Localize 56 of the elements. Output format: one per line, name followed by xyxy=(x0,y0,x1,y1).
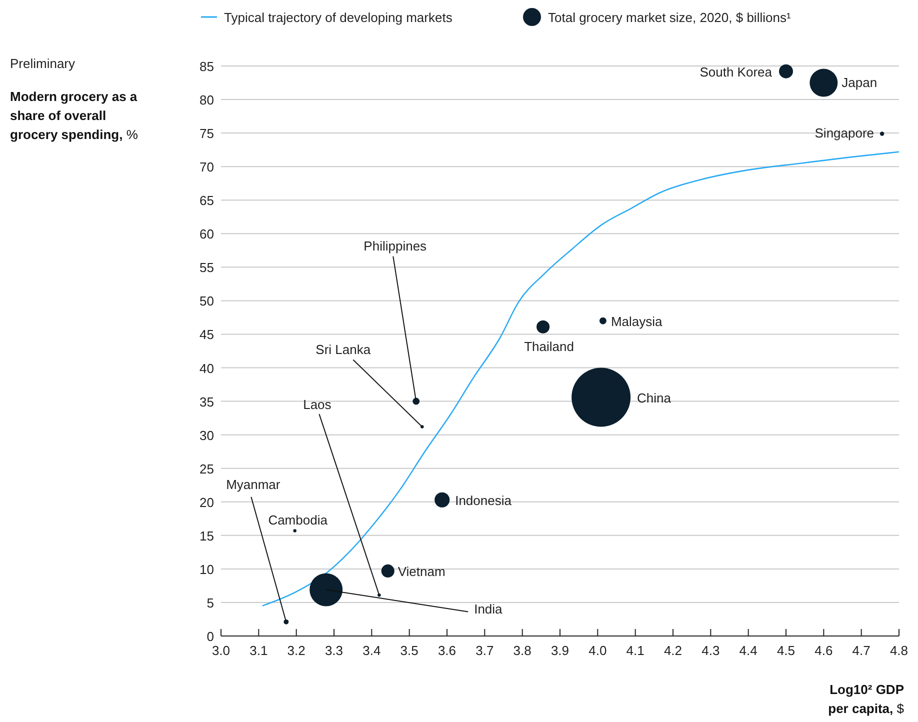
x-tick-label: 3.6 xyxy=(438,643,456,658)
y-tick-label: 50 xyxy=(200,294,214,309)
x-tick-label: 3.5 xyxy=(400,643,418,658)
y-tick-label: 70 xyxy=(200,160,214,175)
annotation: Indonesia xyxy=(455,492,512,508)
x-tick-label: 4.1 xyxy=(626,643,644,658)
x-axis-title: Log10² GDP per capita, $ xyxy=(828,682,905,716)
annotation: Philippines xyxy=(364,238,428,254)
y-tick-label: 80 xyxy=(200,92,214,108)
y-tick-label: 35 xyxy=(200,394,214,410)
x-tick-label: 4.8 xyxy=(890,643,908,658)
annotation: Sri Lanka xyxy=(316,342,372,357)
x-tick-label: 3.9 xyxy=(550,643,570,658)
legend-label: Typical trajectory of developing markets xyxy=(224,10,453,25)
x-tick-label: 3.3 xyxy=(324,643,344,658)
x-tick-label: 4.5 xyxy=(776,643,796,658)
y-tick-label: 10 xyxy=(200,562,214,577)
annotation: China xyxy=(637,390,672,406)
y-tick-label: 15 xyxy=(200,528,214,544)
annotation: Myanmar xyxy=(226,476,281,492)
y-tick-label: 75 xyxy=(200,126,214,142)
x-tick-label: 4.0 xyxy=(588,643,607,658)
x-tick-label: 4.4 xyxy=(739,643,758,658)
annotation: Japan xyxy=(842,74,878,90)
annotation: Vietnam xyxy=(398,564,446,579)
y-tick-label: 45 xyxy=(200,327,214,342)
annotation: Laos xyxy=(303,397,332,412)
y-tick-label: 30 xyxy=(200,428,214,443)
legend-label: Total grocery market size, 2020, $ billions¹ xyxy=(548,10,792,25)
x-tick-label: 4.7 xyxy=(852,643,870,658)
annotation: Thailand xyxy=(524,338,574,354)
y-tick-label: 55 xyxy=(200,260,214,276)
y-tick-label: 0 xyxy=(206,629,214,644)
x-tick-label: 4.2 xyxy=(664,643,682,658)
annotation: South Korea xyxy=(700,64,773,80)
x-tick-label: 3.2 xyxy=(287,643,306,658)
y-tick-label: 65 xyxy=(200,193,214,208)
x-tick-label: 4.3 xyxy=(702,643,720,658)
x-tick-label: 3.4 xyxy=(362,643,381,658)
y-tick-label: 85 xyxy=(200,59,214,74)
x-tick-label: 3.8 xyxy=(513,643,532,658)
text: Preliminary xyxy=(10,56,76,71)
y-tick-label: 60 xyxy=(200,226,214,242)
y-tick-label: 20 xyxy=(200,494,214,510)
annotation: Cambodia xyxy=(268,512,328,528)
y-axis-title: Modern grocery as a share of overall grocery spending, % xyxy=(10,89,138,142)
x-tick-label: 3.7 xyxy=(476,643,494,658)
annotation: Malaysia xyxy=(610,314,664,329)
x-tick-label: 3.0 xyxy=(212,643,230,658)
y-tick-label: 5 xyxy=(206,595,214,610)
x-tick-label: 3.1 xyxy=(250,643,268,658)
annotation: Singapore xyxy=(814,126,874,141)
x-tick-label: 4.6 xyxy=(814,643,833,658)
y-tick-label: 25 xyxy=(200,461,214,476)
y-tick-label: 40 xyxy=(200,360,214,376)
annotation: India xyxy=(474,602,504,617)
